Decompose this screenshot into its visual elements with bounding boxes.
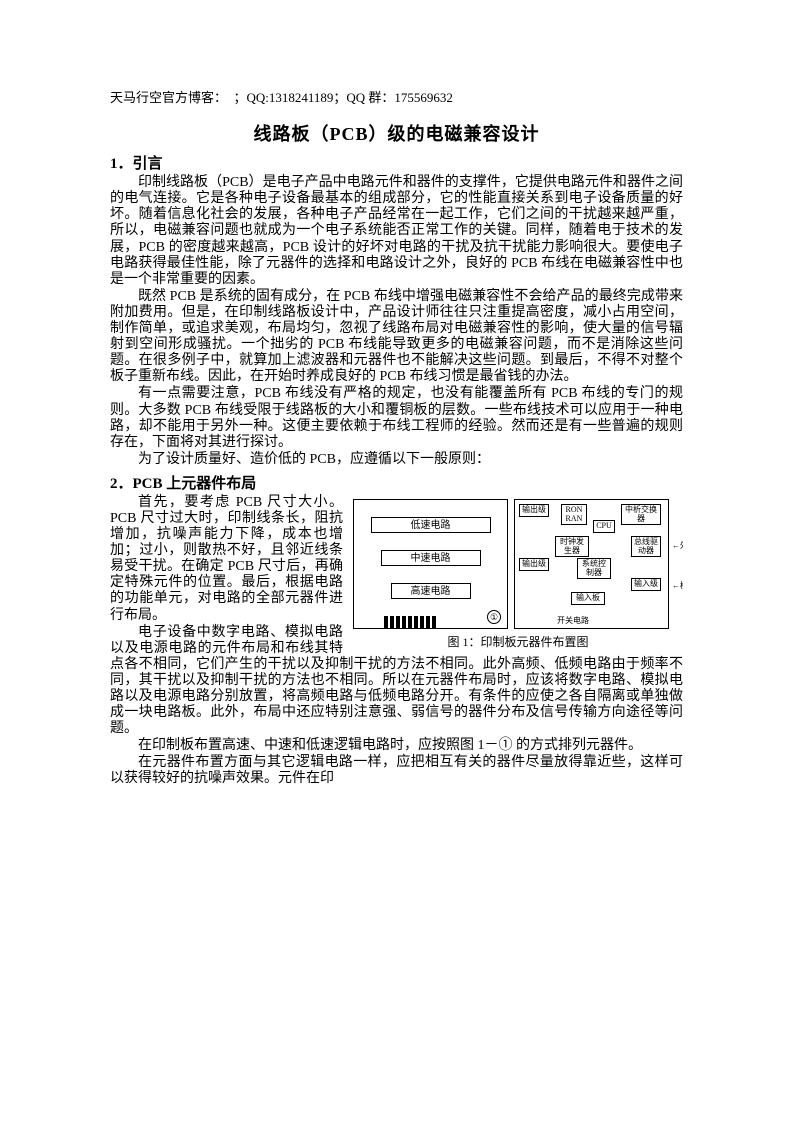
figure-1: 低速电路 中速电路 高速电路 ① 输出级 RON RAN 中析交换器 CPU 时… xyxy=(353,499,683,649)
section-1-heading: 1．引言 xyxy=(110,155,683,173)
d2-input2: 输入板 xyxy=(571,592,605,605)
d2-output1: 输出级 xyxy=(519,504,549,517)
d2-ronran: RON RAN xyxy=(561,504,587,526)
paragraph-1: 印制线路板（PCB）是电子产品中电路元件和器件的支撑件，它提供电路元件和器件之间… xyxy=(110,175,683,288)
figure-caption: 图 1：印制板元器件布置图 xyxy=(353,635,683,649)
diagram-1: 低速电路 中速电路 高速电路 ① xyxy=(353,499,508,629)
d2-zhongxin: 中析交换器 xyxy=(621,504,661,526)
d1-inner-box: 高速电路 xyxy=(391,583,471,599)
section-2-heading: 2．PCB 上元器件布局 xyxy=(110,475,683,493)
diagram-2: 输出级 RON RAN 中析交换器 CPU 时钟发生器 总线驱动器 输出级 系统… xyxy=(514,499,669,629)
d1-mid-box: 中速电路 xyxy=(381,550,481,566)
paragraph-7: 在印制板布置高速、中速和低速逻辑电路时，应按照图 1－① 的方式排列元器件。 xyxy=(110,738,683,754)
paragraph-2: 既然 PCB 是系统的固有成分，在 PCB 布线中增强电磁兼容性不会给产品的最终… xyxy=(110,289,683,386)
d1-circle-label: ① xyxy=(487,610,501,624)
d2-kaiguan-label: 开关电路 xyxy=(557,616,589,626)
d2-shizhong: 时钟发生器 xyxy=(555,536,589,558)
paragraph-4: 为了设计质量好、造价低的 PCB，应遵循以下一般原则： xyxy=(110,452,683,468)
d2-zongxian: 总线驱动器 xyxy=(631,536,661,558)
d2-moni-label: ←模拟电路 xyxy=(672,581,683,591)
d1-outer-box: 低速电路 xyxy=(371,517,491,533)
d2-cpu: CPU xyxy=(593,520,615,533)
d2-output2: 输出级 xyxy=(519,558,549,571)
header-text: 天马行空官方博客： ；QQ:1318241189；QQ 群：175569632 xyxy=(110,90,683,106)
paragraph-8: 在元器件布置方面与其它逻辑电路一样，应把相互有关的器件尽量放得靠近些，这样可以获… xyxy=(110,755,683,787)
d2-xitong: 系统控制器 xyxy=(577,558,611,580)
d1-connector xyxy=(384,616,436,628)
d2-waiwei-label: ←外围装置 xyxy=(672,541,683,551)
paragraph-3: 有一点需要注意，PCB 布线没有严格的规定，也没有能覆盖所有 PCB 布线的专门… xyxy=(110,386,683,450)
d2-input1: 输入级 xyxy=(631,578,661,591)
document-title: 线路板（PCB）级的电磁兼容设计 xyxy=(110,124,683,146)
